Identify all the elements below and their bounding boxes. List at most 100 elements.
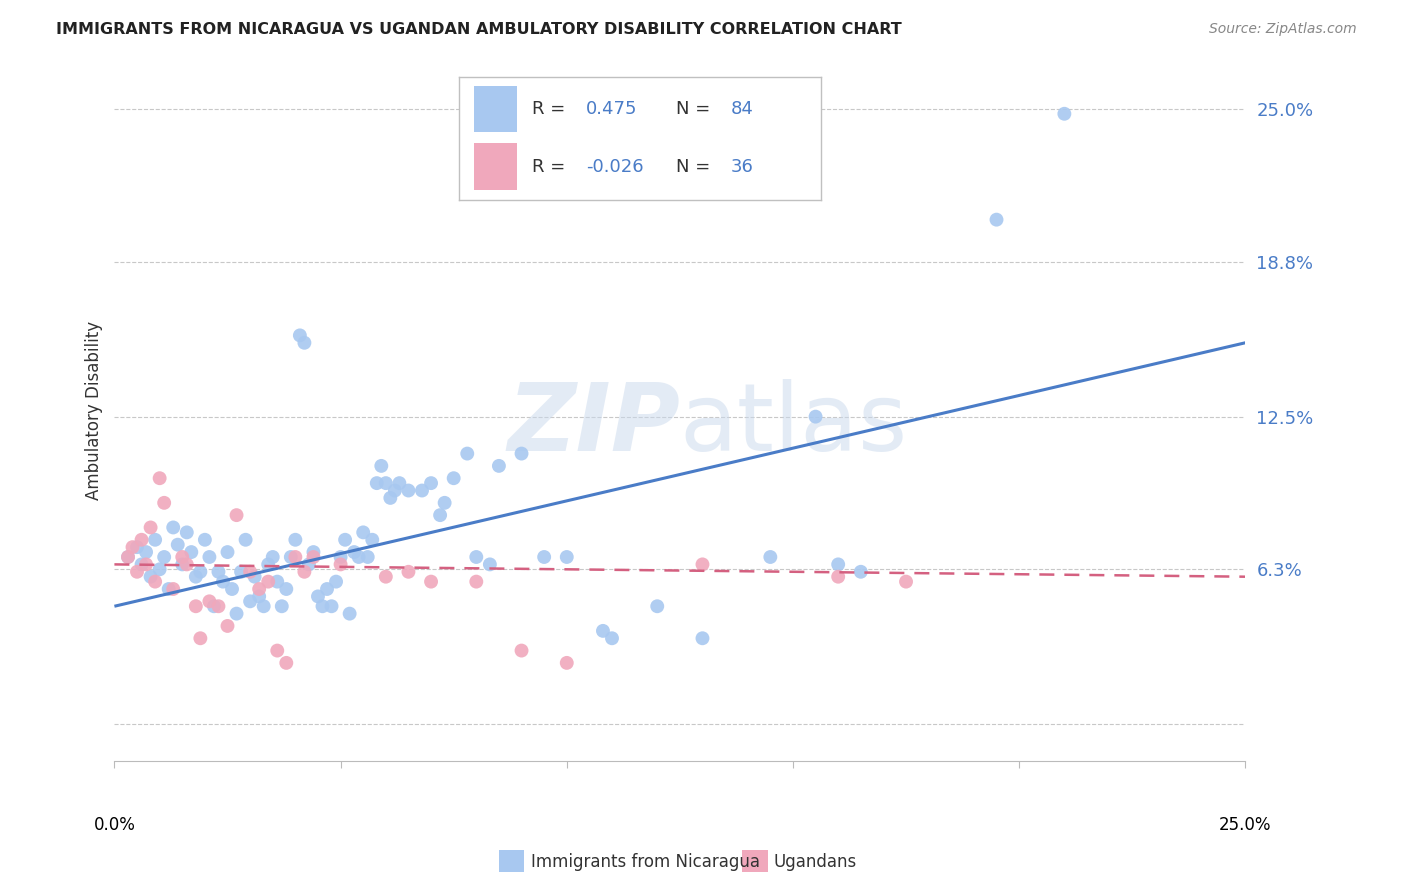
Point — [162, 582, 184, 596]
Point — [443, 471, 465, 485]
Point — [827, 570, 849, 584]
Point — [235, 533, 257, 547]
Point — [433, 496, 456, 510]
Point — [217, 619, 239, 633]
Point — [388, 476, 411, 491]
Point — [288, 328, 311, 343]
Point — [333, 533, 356, 547]
Point — [329, 558, 352, 572]
Point — [759, 549, 782, 564]
Y-axis label: Ambulatory Disability: Ambulatory Disability — [86, 321, 103, 500]
Point — [172, 549, 194, 564]
Point — [302, 545, 325, 559]
Point — [555, 549, 578, 564]
Text: 0.0%: 0.0% — [93, 815, 135, 833]
Point — [478, 558, 501, 572]
Point — [429, 508, 451, 523]
Point — [420, 476, 443, 491]
Point — [184, 570, 207, 584]
Point — [465, 549, 488, 564]
Text: Source: ZipAtlas.com: Source: ZipAtlas.com — [1209, 22, 1357, 37]
Point — [284, 549, 307, 564]
Point — [374, 570, 396, 584]
Point — [510, 447, 533, 461]
Point — [600, 632, 623, 646]
Point — [398, 483, 420, 498]
Point — [302, 549, 325, 564]
Point — [217, 545, 239, 559]
Point — [172, 558, 194, 572]
Point — [420, 574, 443, 589]
Point — [361, 533, 384, 547]
Point — [190, 632, 212, 646]
Point — [347, 549, 370, 564]
Point — [131, 558, 153, 572]
Point — [253, 599, 276, 614]
Point — [125, 540, 148, 554]
Point — [692, 558, 714, 572]
Point — [804, 409, 827, 424]
Point — [176, 558, 198, 572]
Point — [276, 656, 298, 670]
Point — [321, 599, 343, 614]
Point — [294, 565, 316, 579]
Point — [117, 549, 139, 564]
Point — [139, 570, 162, 584]
Text: Immigrants from Nicaragua: Immigrants from Nicaragua — [531, 853, 761, 871]
Point — [488, 458, 510, 473]
Point — [329, 549, 352, 564]
Point — [343, 545, 366, 559]
Point — [645, 599, 668, 614]
Point — [207, 599, 229, 614]
Point — [247, 590, 270, 604]
Point — [176, 525, 198, 540]
Point — [366, 476, 388, 491]
Point — [692, 632, 714, 646]
Point — [207, 565, 229, 579]
Point — [139, 520, 162, 534]
Point — [592, 624, 614, 638]
Point — [280, 549, 302, 564]
Point — [131, 533, 153, 547]
Point — [117, 549, 139, 564]
Point — [311, 599, 333, 614]
Point — [162, 520, 184, 534]
Point — [298, 558, 321, 572]
Point — [510, 643, 533, 657]
Point — [316, 582, 339, 596]
Point — [166, 538, 188, 552]
Point — [198, 594, 221, 608]
Point — [198, 549, 221, 564]
Point — [243, 570, 266, 584]
Point — [229, 565, 252, 579]
Point — [849, 565, 872, 579]
Point — [374, 476, 396, 491]
Point — [352, 525, 374, 540]
Point — [135, 558, 157, 572]
Point — [157, 582, 180, 596]
Point — [143, 533, 166, 547]
Point — [276, 582, 298, 596]
Point — [465, 574, 488, 589]
Text: atlas: atlas — [681, 378, 908, 470]
Point — [121, 540, 143, 554]
Point — [384, 483, 406, 498]
Point — [266, 574, 288, 589]
Text: IMMIGRANTS FROM NICARAGUA VS UGANDAN AMBULATORY DISABILITY CORRELATION CHART: IMMIGRANTS FROM NICARAGUA VS UGANDAN AMB… — [56, 22, 903, 37]
Point — [149, 471, 172, 485]
Point — [239, 594, 262, 608]
Point — [357, 549, 380, 564]
Point — [456, 447, 478, 461]
Point — [894, 574, 917, 589]
Point — [202, 599, 225, 614]
Point — [184, 599, 207, 614]
Point — [827, 558, 849, 572]
Point — [370, 458, 392, 473]
Text: 25.0%: 25.0% — [1219, 815, 1271, 833]
Point — [262, 549, 284, 564]
Point — [153, 496, 176, 510]
Point — [257, 558, 280, 572]
Point — [153, 549, 176, 564]
Point — [555, 656, 578, 670]
Point — [294, 335, 316, 350]
